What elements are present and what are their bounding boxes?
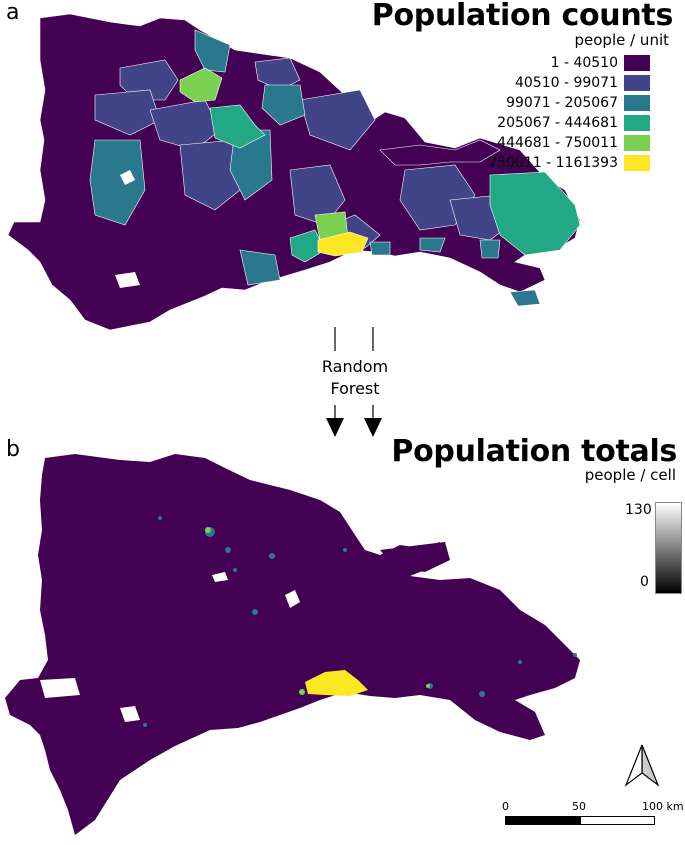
scalebar-label-100: 100 km [642,800,684,813]
legend-swatch [624,115,650,131]
map-a-samana [379,139,501,166]
panel-b-unit: people / cell [584,466,676,484]
process-arrows [326,327,382,437]
map-a-class-3 [89,29,541,307]
legend-item-2: 40510 - 99071 [515,74,650,92]
legend-item-3: 99071 - 205067 [506,94,650,112]
legend-swatch [624,75,650,91]
panel-a-title: Population counts [371,0,674,33]
legend-label: 1 - 40510 [550,55,618,71]
scalebar-label-0: 0 [502,800,509,813]
random-forest-line2: Forest [330,379,380,398]
legend-item-5: 444681 - 750011 [497,134,650,152]
legend-swatch [624,155,650,171]
legend-label: 444681 - 750011 [497,135,618,151]
legend-item-1: 1 - 40510 [551,54,650,72]
map-b-country [5,454,580,835]
legend-swatch [624,55,650,71]
scalebar-black-segment [505,816,582,825]
arrow-down-icon [326,418,344,437]
panel-b-letter: b [6,437,20,462]
map-b-santo-domingo [305,670,368,696]
panel-b-title: Population totals [391,434,677,469]
north-arrow-icon [624,744,660,787]
arrow-down-icon [364,418,382,437]
map-a-class-5 [179,67,349,241]
map-b-high-density [205,527,430,695]
panel-a-unit: people / unit [574,31,670,49]
random-forest-line1: Random [321,357,389,376]
scalebar-white-segment [580,816,655,825]
legend-label: 750011 - 1161393 [488,155,618,171]
map-a-class-6 [317,231,369,257]
legend-item-6: 750011 - 1161393 [488,154,650,172]
legend-swatch [624,95,650,111]
legend-label: 205067 - 444681 [497,115,618,131]
legend-item-4: 205067 - 444681 [497,114,650,132]
legend-label: 40510 - 99071 [514,75,618,91]
population-counts-map [7,13,581,330]
scale-min-label: 0 [640,574,649,590]
population-totals-map [5,454,580,835]
legend-swatch [624,135,650,151]
map-a-class-4 [209,104,581,263]
random-forest-label: Random Forest [310,356,400,400]
legend-label: 99071 - 205067 [506,95,618,111]
scalebar-label-50: 50 [572,800,586,813]
gradient-color-bar [655,502,682,594]
scale-max-label: 130 [625,502,652,518]
panel-a-letter: a [6,0,20,25]
